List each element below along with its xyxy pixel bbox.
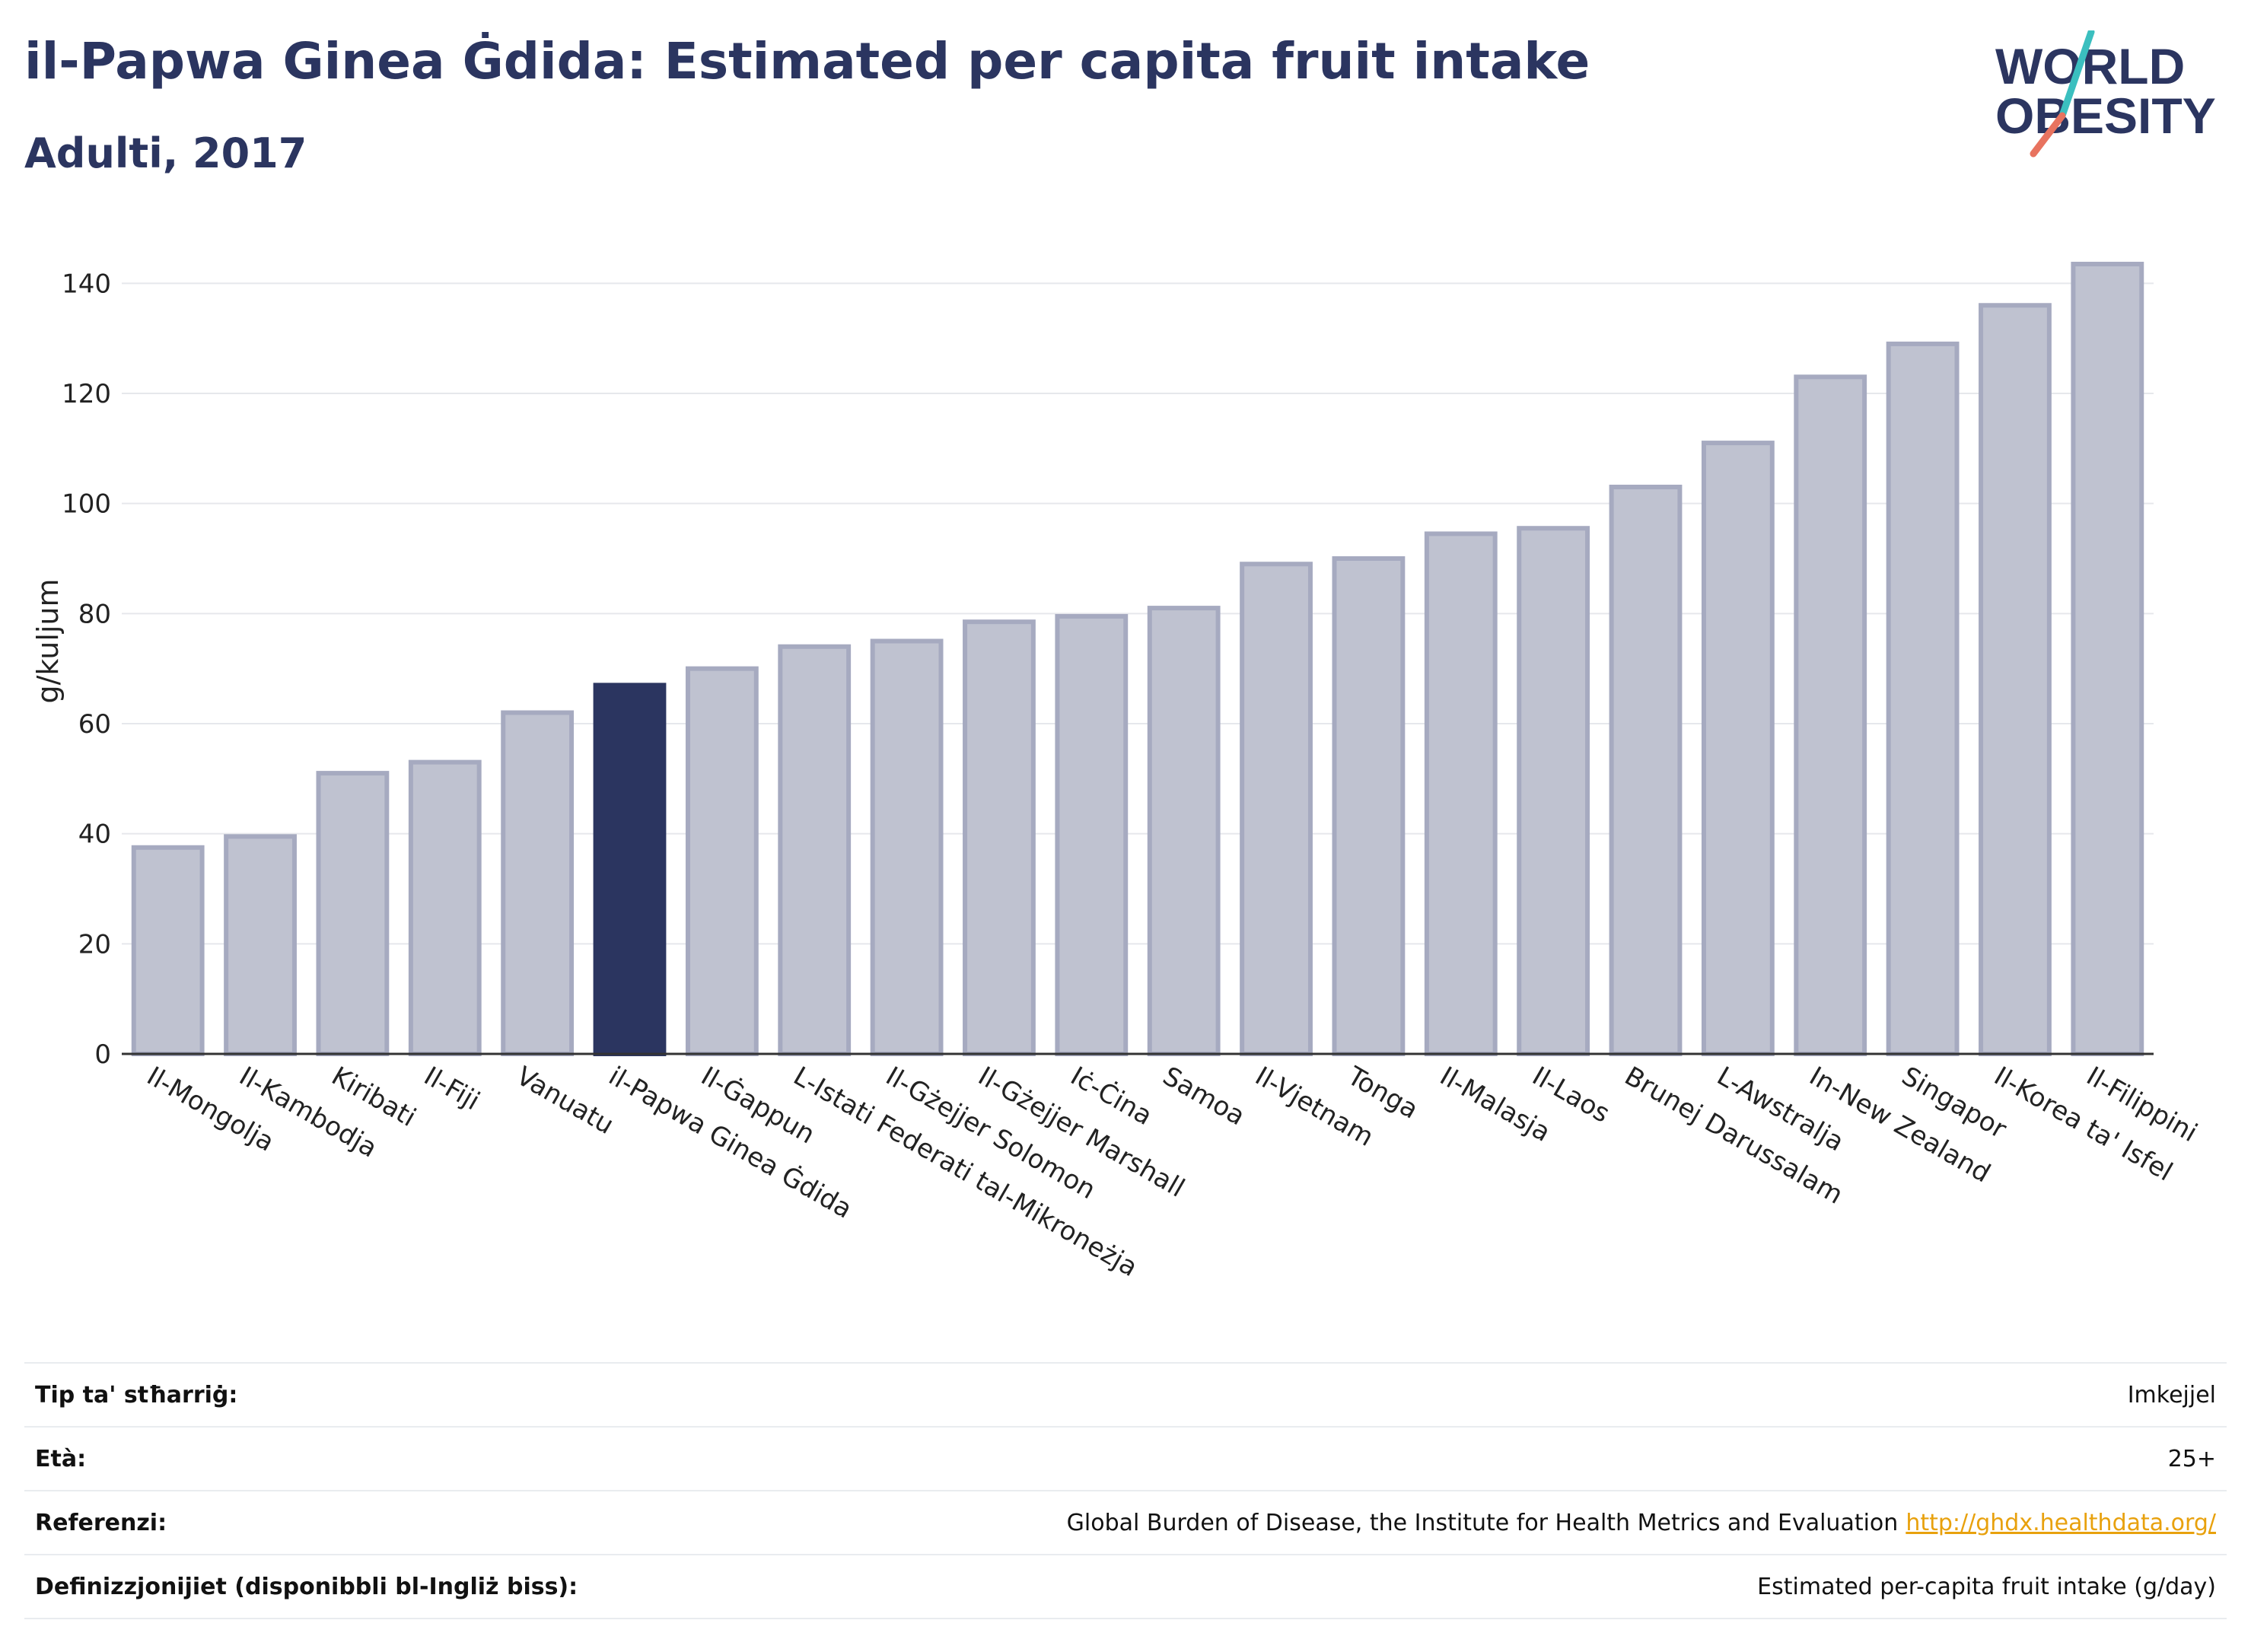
x-tick-label: Samoa <box>1157 1061 1250 1132</box>
logo-slash-coral <box>2030 112 2066 158</box>
meta-row-definitions: Definizzjonijiet (disponibbli bl-Ingliż … <box>24 1554 2227 1619</box>
bar <box>224 834 297 1056</box>
bar <box>1701 441 1775 1056</box>
bar <box>870 638 944 1056</box>
bar <box>1609 484 1683 1056</box>
y-tick-label: 40 <box>78 820 111 850</box>
x-tick-label: Il-Fiji <box>419 1061 485 1116</box>
meta-label: Referenzi: <box>35 1509 167 1536</box>
bar <box>1055 613 1129 1056</box>
bar <box>1240 562 1313 1056</box>
bar <box>685 666 759 1057</box>
chart-title: il-Papwa Ginea Ġdida: Estimated per capi… <box>24 32 1590 91</box>
y-tick-label: 140 <box>62 269 111 299</box>
bar <box>1424 531 1498 1056</box>
meta-value: Imkejjel <box>2127 1381 2216 1408</box>
y-tick-label: 100 <box>62 489 111 520</box>
bar <box>2071 262 2144 1056</box>
y-tick-label: 60 <box>78 709 111 740</box>
bar <box>408 759 482 1057</box>
x-tick-label: Vanuatu <box>511 1061 619 1141</box>
meta-row-survey-type: Tip ta' stħarriġ: Imkejjel <box>24 1362 2227 1426</box>
world-obesity-logo: WORLD OBESITY <box>1995 30 2216 158</box>
logo-slash-teal <box>2058 30 2095 119</box>
meta-value-group: Global Burden of Disease, the Institute … <box>1067 1510 2227 1536</box>
bar <box>1332 556 1406 1056</box>
meta-row-references: Referenzi: Global Burden of Disease, the… <box>24 1490 2227 1554</box>
meta-label: Età: <box>35 1445 87 1472</box>
y-tick-label: 120 <box>62 379 111 409</box>
metadata-table: Tip ta' stħarriġ: Imkejjel Età: 25+ Refe… <box>24 1362 2227 1619</box>
bar <box>778 644 852 1056</box>
meta-value: Global Burden of Disease, the Institute … <box>1066 1509 1899 1536</box>
y-tick-label: 0 <box>94 1039 111 1070</box>
reference-link[interactable]: http://ghdx.healthdata.org/ <box>1906 1509 2216 1536</box>
bar <box>1979 303 2052 1056</box>
y-tick-label: 80 <box>78 599 111 629</box>
meta-value: Estimated per-capita fruit intake (g/day… <box>1757 1573 2216 1600</box>
chart-subtitle: Adulti, 2017 <box>24 129 307 177</box>
bar-chart: 020406080100120140g/kuljumIl-MongoljaIl-… <box>31 262 2202 1283</box>
bar <box>1886 341 1960 1056</box>
bar <box>1794 374 1867 1056</box>
meta-row-age: Età: 25+ <box>24 1426 2227 1490</box>
bar <box>1517 526 1590 1056</box>
bar <box>501 710 575 1056</box>
bar <box>316 771 390 1056</box>
meta-label: Tip ta' stħarriġ: <box>35 1381 238 1408</box>
logo-text-obesity: OBESITY <box>1995 88 2216 144</box>
bar <box>131 845 205 1056</box>
bar <box>593 683 667 1056</box>
bar <box>1147 606 1221 1056</box>
bar <box>963 619 1036 1056</box>
y-tick-label: 20 <box>78 929 111 960</box>
meta-value: 25+ <box>2167 1445 2216 1472</box>
y-axis-label: g/kuljum <box>31 578 65 703</box>
meta-label: Definizzjonijiet (disponibbli bl-Ingliż … <box>35 1573 578 1600</box>
logo-text-world: WORLD <box>1995 38 2185 94</box>
